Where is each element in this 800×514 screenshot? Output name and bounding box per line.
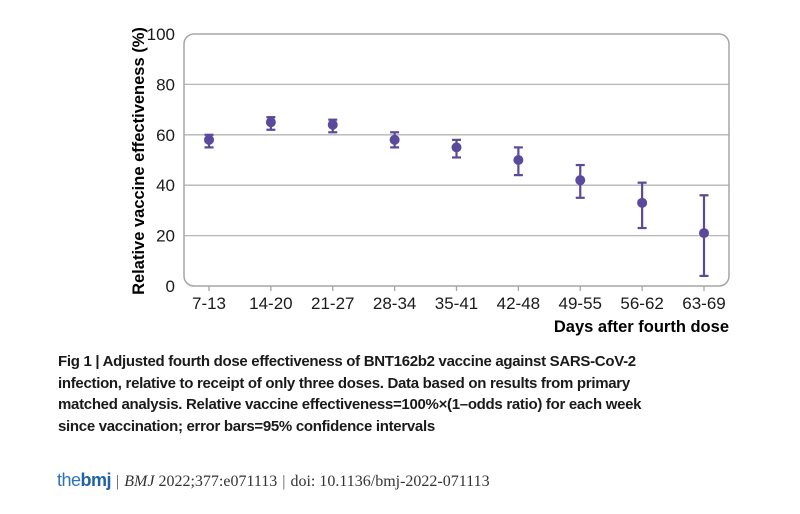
caption-line: Fig 1 | Adjusted fourth dose effectivene… [58,353,636,370]
data-point [451,142,462,153]
y-tick-label: 40 [156,176,175,195]
data-point-group [451,138,462,159]
x-tick-label: 35-41 [435,294,478,313]
journal-name: BMJ [124,473,155,490]
data-point [327,119,338,130]
data-point-group [327,118,338,134]
y-tick-label: 60 [156,126,175,145]
y-axis-title: Relative vaccine effectiveness (%) [130,27,148,295]
x-tick-label: 56-62 [620,294,663,313]
y-tick-label: 0 [166,277,175,296]
y-tick-label: 20 [156,227,175,246]
data-point [265,117,276,128]
data-point [204,134,214,145]
y-tick-label: 100 [147,25,175,44]
footer-separator: | [282,473,286,490]
x-axis-title: Days after fourth dose [554,318,729,336]
footer-citation: thebmj | BMJ 2022;377:e071113 | doi: 10.1136/… [57,470,490,491]
caption-line: since vaccination; error bars=95% confid… [58,418,435,436]
data-point-group [575,163,586,199]
effectiveness-chart: 0 20 40 60 80 100 7-13 14-20 21-27 28-34 35-41 42-4… [130,25,730,336]
x-tick-label: 28-34 [373,294,416,313]
data-point-group [637,181,648,230]
caption-line: matched analysis. Relative vaccine effec… [58,396,642,414]
x-tick-label: 63-69 [682,294,725,313]
data-point [389,134,400,145]
data-point-group [699,194,709,278]
x-tick-label: 49-55 [559,294,602,313]
data-point-group [513,146,524,177]
bmj-logo-bmj: bmj [80,470,112,490]
plot-frame [183,33,730,287]
data-point-group [265,116,276,131]
x-tick-label: 42-48 [497,294,540,313]
bmj-logo: thebmj [57,470,112,490]
x-tick-label: 7-13 [192,294,226,313]
data-point [699,228,709,239]
citation-text: 2022;377:e071113 [158,473,278,490]
chart-area: 0 20 40 60 80 100 7-13 14-20 21-27 28-34 35-41 42-4… [130,25,730,336]
bmj-logo-the: the [57,470,81,490]
figure-caption: Fig 1 | Adjusted fourth dose effectivene… [58,351,752,438]
data-point-group [389,131,400,149]
data-point [637,197,648,208]
data-point [513,155,524,165]
caption-line: infection, relative to receipt of only t… [58,374,630,392]
data-point-group [204,133,214,149]
y-tick-label: 80 [156,75,175,94]
x-tick-label: 14-20 [249,294,292,313]
doi-text: doi: 10.1136/bmj-2022-071113 [290,473,490,490]
footer-separator: | [116,473,120,490]
data-point [575,175,586,186]
x-tick-label: 21-27 [311,294,354,313]
